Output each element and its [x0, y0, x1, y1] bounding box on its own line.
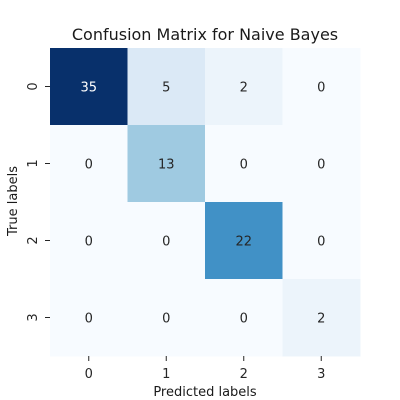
x-tick-label-1: 1 — [162, 367, 170, 382]
cell-1-3 — [282, 125, 361, 203]
cell-label-0-1: 5 — [162, 81, 170, 96]
cell-label-1-1: 13 — [158, 158, 175, 173]
x-tick-label-3: 3 — [317, 367, 325, 382]
x-tick-label-0: 0 — [85, 367, 93, 382]
y-axis-label: True labels — [6, 166, 21, 237]
cell-0-1 — [127, 48, 206, 126]
cell-3-2 — [205, 279, 283, 357]
cell-label-1-3: 0 — [317, 158, 325, 173]
cell-label-3-2: 0 — [240, 312, 248, 327]
chart-title: Confusion Matrix for Naive Bayes — [72, 25, 338, 44]
cell-label-2-0: 0 — [85, 235, 93, 250]
cell-label-3-1: 0 — [162, 312, 170, 327]
cell-2-2 — [205, 202, 283, 280]
cell-2-3 — [282, 202, 361, 280]
cell-1-0 — [50, 125, 128, 203]
cell-0-2 — [205, 48, 283, 126]
cell-3-3 — [282, 279, 361, 357]
cell-2-1 — [127, 202, 206, 280]
cell-0-0 — [50, 48, 128, 126]
y-axis-ticks: 0 1 2 3 — [26, 82, 50, 322]
cell-2-0 — [50, 202, 128, 280]
cell-1-2 — [205, 125, 283, 203]
cell-1-1 — [127, 125, 206, 203]
cell-label-3-3: 2 — [317, 312, 325, 327]
y-tick-label-1: 1 — [26, 159, 41, 167]
cell-label-0-3: 0 — [317, 81, 325, 96]
y-tick-label-0: 0 — [26, 82, 41, 90]
cell-label-2-3: 0 — [317, 235, 325, 250]
y-tick-label-3: 3 — [26, 313, 41, 321]
x-axis-ticks: 0 1 2 3 — [85, 356, 325, 382]
cell-0-3 — [282, 48, 361, 126]
cell-label-3-0: 0 — [85, 312, 93, 327]
cell-label-0-0: 35 — [80, 81, 97, 96]
cell-3-1 — [127, 279, 206, 357]
heatmap-cells: 35 5 2 0 0 13 0 0 0 0 22 0 0 0 0 2 — [50, 48, 361, 357]
cell-label-1-0: 0 — [85, 158, 93, 173]
cell-3-0 — [50, 279, 128, 357]
cell-label-0-2: 2 — [240, 81, 248, 96]
cell-label-1-2: 0 — [240, 158, 248, 173]
y-tick-label-2: 2 — [26, 236, 41, 244]
x-tick-label-2: 2 — [240, 367, 248, 382]
cell-label-2-1: 0 — [162, 235, 170, 250]
x-axis-label: Predicted labels — [153, 385, 257, 400]
cell-label-2-2: 22 — [235, 235, 252, 250]
